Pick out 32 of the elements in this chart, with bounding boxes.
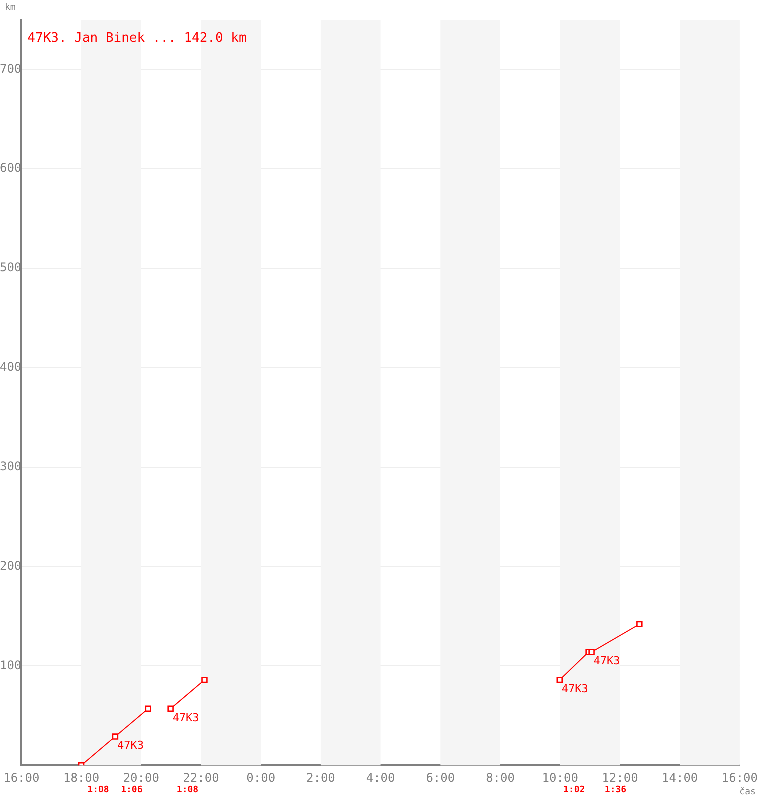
y-tick-label: 300: [0, 459, 22, 474]
y-axis-title: km: [5, 2, 16, 13]
y-tick-label: 500: [0, 260, 22, 275]
y-tick-label: 600: [0, 161, 22, 176]
annotation: 47K3: [594, 654, 620, 668]
annotation: 47K3: [117, 739, 144, 752]
text: 1:08: [88, 785, 110, 796]
x-tick-label: 12:00: [602, 770, 638, 785]
x-tick-label: 22:00: [183, 770, 220, 785]
text: 1:02: [563, 785, 586, 796]
x-tick-label: 0:00: [246, 770, 276, 785]
x-tick-label: 14:00: [662, 770, 698, 785]
x-tick-label: 8:00: [486, 770, 515, 785]
x-tick-label: 18:00: [63, 770, 100, 785]
x-tick-label: 2:00: [306, 770, 336, 785]
x-axis-title: čas: [740, 786, 756, 798]
text: 1:08: [176, 785, 199, 796]
x-tick-label: 20:00: [123, 770, 160, 785]
x-tick-label: 16:00: [722, 770, 758, 785]
x-tick-label: 10:00: [542, 770, 578, 785]
y-tick-label: 200: [0, 558, 22, 573]
x-tick-label: 4:00: [366, 770, 396, 785]
y-tick-label: 100: [0, 658, 22, 672]
text: 1:06: [121, 785, 143, 796]
x-tick-label: 16:00: [4, 770, 40, 785]
y-tick-label: 700: [0, 62, 22, 76]
text: 47K3. Jan Binek ... 142.0 km: [28, 30, 247, 46]
y-tick-label: 400: [0, 360, 22, 374]
annotation: 47K3: [172, 711, 200, 724]
x-tick-label: 6:00: [426, 770, 456, 785]
annotation: 47K3: [562, 682, 588, 696]
text: 1:36: [604, 785, 627, 796]
